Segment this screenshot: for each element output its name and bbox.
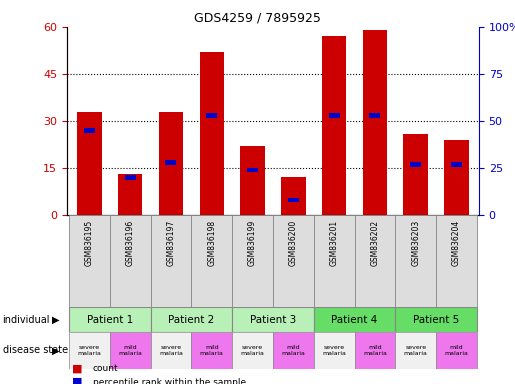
Text: GSM836201: GSM836201 xyxy=(330,220,339,266)
Bar xyxy=(314,215,354,307)
Text: Patient 5: Patient 5 xyxy=(413,314,459,325)
Text: GSM836202: GSM836202 xyxy=(370,220,380,266)
Bar xyxy=(165,160,177,165)
Bar xyxy=(118,174,143,215)
Text: mild
malaria: mild malaria xyxy=(118,345,142,356)
Bar xyxy=(110,332,150,369)
Text: severe
malaria: severe malaria xyxy=(159,345,183,356)
Text: GSM836199: GSM836199 xyxy=(248,220,257,266)
Bar xyxy=(369,113,381,118)
Bar xyxy=(125,175,135,180)
Bar xyxy=(273,215,314,307)
Bar xyxy=(247,167,258,172)
Bar xyxy=(232,307,314,332)
Text: disease state: disease state xyxy=(3,345,67,356)
Text: GSM836198: GSM836198 xyxy=(207,220,216,266)
Bar xyxy=(451,162,462,167)
Text: Patient 3: Patient 3 xyxy=(250,314,296,325)
Text: count: count xyxy=(93,364,118,373)
Text: GDS4259 / 7895925: GDS4259 / 7895925 xyxy=(194,12,321,25)
Bar xyxy=(192,332,232,369)
Text: severe
malaria: severe malaria xyxy=(77,345,101,356)
Bar xyxy=(232,332,273,369)
Bar xyxy=(150,307,232,332)
Text: GSM836203: GSM836203 xyxy=(411,220,420,266)
Text: Patient 2: Patient 2 xyxy=(168,314,214,325)
Bar xyxy=(354,332,396,369)
Text: Patient 1: Patient 1 xyxy=(87,314,133,325)
Bar xyxy=(69,307,150,332)
Bar xyxy=(403,134,428,215)
Bar xyxy=(206,113,217,118)
Text: percentile rank within the sample: percentile rank within the sample xyxy=(93,377,246,384)
Text: mild
malaria: mild malaria xyxy=(444,345,469,356)
Text: GSM836196: GSM836196 xyxy=(126,220,135,266)
Bar xyxy=(436,215,477,307)
Text: mild
malaria: mild malaria xyxy=(281,345,305,356)
Text: ■: ■ xyxy=(72,363,82,373)
Bar xyxy=(69,215,110,307)
Bar xyxy=(396,332,436,369)
Bar xyxy=(354,215,396,307)
Text: ▶: ▶ xyxy=(52,345,59,356)
Text: GSM836200: GSM836200 xyxy=(289,220,298,266)
Bar xyxy=(84,128,95,133)
Bar xyxy=(396,215,436,307)
Bar xyxy=(232,215,273,307)
Bar xyxy=(288,198,299,202)
Bar xyxy=(281,177,305,215)
Bar xyxy=(314,332,354,369)
Bar xyxy=(69,332,110,369)
Text: ▶: ▶ xyxy=(52,314,59,325)
Text: severe
malaria: severe malaria xyxy=(322,345,346,356)
Bar xyxy=(159,112,183,215)
Bar xyxy=(150,215,192,307)
Bar xyxy=(110,215,150,307)
Text: Patient 4: Patient 4 xyxy=(332,314,377,325)
Bar xyxy=(436,332,477,369)
Bar xyxy=(410,162,421,167)
Bar xyxy=(444,140,469,215)
Bar xyxy=(329,113,340,118)
Bar xyxy=(363,30,387,215)
Text: GSM836204: GSM836204 xyxy=(452,220,461,266)
Text: GSM836197: GSM836197 xyxy=(166,220,176,266)
Bar xyxy=(273,332,314,369)
Text: ■: ■ xyxy=(72,377,82,384)
Bar xyxy=(241,146,265,215)
Text: severe
malaria: severe malaria xyxy=(241,345,265,356)
Bar xyxy=(322,36,347,215)
Text: individual: individual xyxy=(3,314,50,325)
Bar xyxy=(192,215,232,307)
Bar xyxy=(150,332,192,369)
Bar xyxy=(314,307,396,332)
Text: severe
malaria: severe malaria xyxy=(404,345,427,356)
Text: mild
malaria: mild malaria xyxy=(200,345,224,356)
Text: mild
malaria: mild malaria xyxy=(363,345,387,356)
Bar xyxy=(77,112,101,215)
Text: GSM836195: GSM836195 xyxy=(85,220,94,266)
Bar xyxy=(199,52,224,215)
Bar xyxy=(396,307,477,332)
